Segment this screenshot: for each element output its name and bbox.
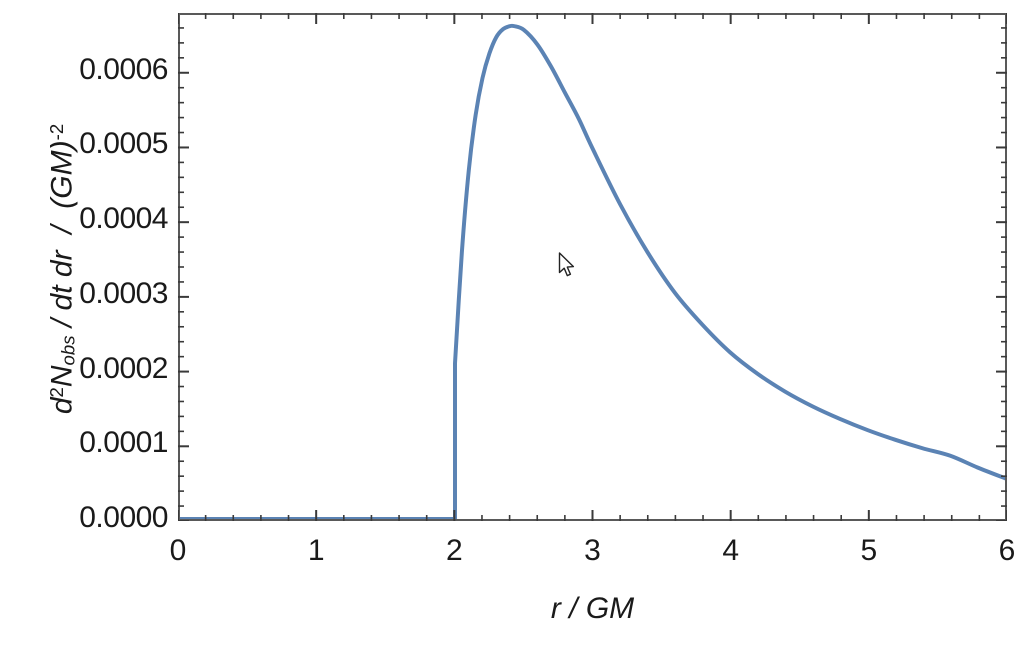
- x-tick-label: 6: [998, 534, 1016, 567]
- x-tick-label: 0: [169, 534, 187, 567]
- x-tick-label-group: 0 1 2 3 4 5 6: [170, 534, 1016, 579]
- x-tick-label: 5: [860, 534, 878, 567]
- y-tick-label: 0.0005: [79, 127, 168, 161]
- x-title-gm: GM: [585, 592, 635, 625]
- data-series-curve: [180, 23, 1005, 519]
- x-title-slash: /: [569, 592, 578, 625]
- y-tick-label: 0.0006: [79, 52, 168, 86]
- data-curve-svg: [180, 23, 1005, 519]
- y-tick-label: 0.0004: [79, 202, 168, 236]
- x-tick-label: 2: [445, 534, 463, 567]
- y-tick-label: 0.0002: [79, 351, 168, 385]
- y-tick-label: 0.0000: [79, 501, 168, 534]
- x-tick-label: 4: [722, 534, 739, 567]
- x-axis-title: r / GM: [178, 592, 1007, 626]
- y-tick-label-group: 0.0006 0.0005 0.0004 0.0003 0.0002 0.0001 0.00…: [0, 0, 168, 655]
- x-tick-label: 1: [307, 534, 325, 567]
- y-tick-label: 0.0003: [79, 276, 168, 310]
- x-tick-label: 3: [584, 534, 601, 567]
- plot-area: [178, 13, 1007, 521]
- x-title-r: r: [550, 592, 561, 625]
- y-tick-label: 0.0001: [79, 426, 168, 460]
